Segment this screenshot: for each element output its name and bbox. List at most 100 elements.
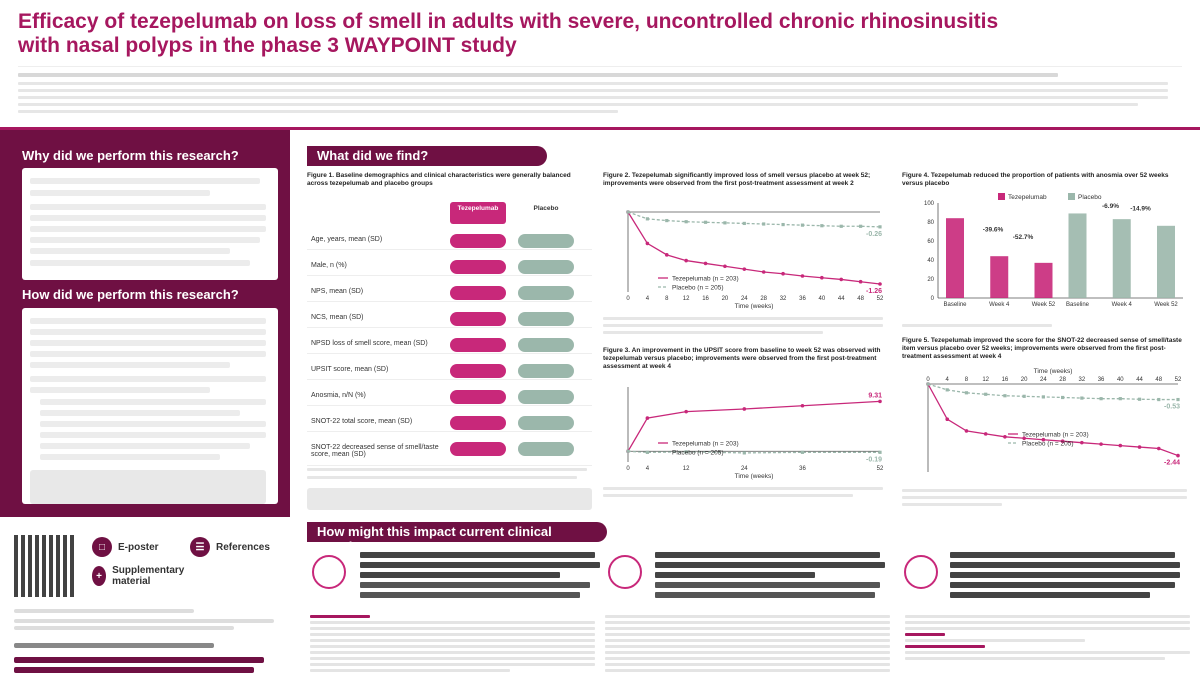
congress-line: [14, 667, 254, 673]
bar: [1157, 225, 1175, 298]
data-point: [1157, 397, 1161, 402]
text-line: [30, 351, 266, 357]
x-tick-label: Week 52: [1154, 302, 1178, 308]
data-point: [1099, 442, 1103, 446]
x-tick-label: 12: [683, 466, 690, 472]
legend-label: Placebo (n = 205): [672, 285, 724, 292]
reduction-label: -6.9%: [1102, 203, 1119, 210]
placebo-value: [518, 260, 574, 274]
data-point: [1118, 443, 1123, 448]
x-tick-label: Week 52: [1032, 302, 1056, 308]
impact-1: [360, 552, 605, 598]
fig2-caption: Figure 2. Tezepelumab significantly impr…: [603, 172, 871, 187]
congress-line: [14, 657, 264, 663]
table-row-label: NPS, mean (SD): [311, 288, 364, 295]
data-point: [800, 274, 805, 278]
data-point: [1041, 395, 1045, 399]
table-row-label: UPSIT score, mean (SD): [311, 366, 389, 373]
fig4-chart: 0 20 40 60 80 100 Baseline Week 4 Week 52 Tezepel…: [924, 193, 1183, 308]
data-point: [684, 258, 688, 263]
x-axis-label: Time (weeks): [735, 473, 774, 480]
x-tick-label: Week 4: [1112, 302, 1133, 308]
taste-icon: [608, 555, 642, 589]
table-row-label: SNOT-22 decreased sense of smell/taste s…: [311, 444, 439, 458]
header-divider: [0, 127, 1200, 130]
data-point: [1041, 437, 1046, 442]
fig5-caption: Figure 5. Tezepelumab improved the score…: [902, 337, 1182, 360]
text-line: [40, 421, 266, 427]
x-tick-label: 36: [799, 466, 806, 472]
placebo-value: [518, 338, 574, 352]
text-line: [30, 190, 210, 196]
tezepelumab-value: [450, 390, 506, 404]
x-tick-label: 28: [760, 296, 767, 302]
end-value-label: -0.19: [866, 456, 882, 463]
data-point: [1080, 440, 1084, 445]
table-row-label: SNOT-22 total score, mean (SD): [311, 418, 413, 425]
data-point: [664, 253, 669, 257]
footnote-line: [603, 331, 823, 334]
y-tick-label: 80: [927, 220, 934, 226]
data-point: [684, 450, 688, 454]
supplementary-note: [30, 470, 266, 504]
supplementary-link[interactable]: + Supplementary material: [92, 565, 192, 587]
data-point: [839, 277, 844, 282]
disclosures-block: [605, 615, 890, 675]
table-row: SNOT-22 total score, mean (SD): [307, 414, 592, 432]
legend-label: Placebo (n = 205): [672, 450, 724, 457]
x-tick-label: 28: [1059, 377, 1066, 383]
data-point: [945, 388, 949, 392]
end-value-label: -0.53: [1164, 404, 1180, 411]
references-link[interactable]: ☰ References: [190, 537, 270, 557]
resources-area: □ E-poster ☰ References + Supplementary …: [0, 517, 290, 675]
table-s1-note: [307, 488, 592, 510]
footnote-line: [603, 487, 883, 490]
text-line: [30, 318, 266, 324]
x-tick-label: 24: [1040, 377, 1047, 383]
footnote-line: [603, 494, 853, 497]
x-tick-label: 24: [741, 296, 748, 302]
data-point: [1176, 453, 1180, 458]
data-point: [800, 450, 805, 454]
data-point: [761, 270, 766, 274]
supplementary-label: Supplementary material: [112, 565, 185, 587]
placebo-value: [518, 442, 574, 456]
impact-3: [950, 552, 1190, 598]
data-point: [703, 220, 708, 224]
data-point: [1176, 397, 1180, 402]
data-point: [1137, 445, 1142, 449]
legend-label: Tezepelumab (n = 203): [672, 441, 739, 448]
x-tick-label: 8: [665, 296, 669, 302]
references-icon: ☰: [190, 537, 210, 557]
text-line: [40, 454, 220, 460]
bar: [946, 218, 964, 298]
x-tick-label: 0: [926, 377, 930, 383]
data-point: [1003, 435, 1007, 439]
end-value-label: -1.26: [866, 288, 882, 295]
why-heading: Why did we perform this research?: [22, 148, 239, 163]
table-row: NPS, mean (SD): [307, 284, 592, 302]
x-tick-label: 52: [877, 466, 884, 472]
data-point: [684, 220, 688, 224]
references-label: References: [216, 541, 270, 553]
findings-icon: [904, 555, 938, 589]
find-heading: What did we find?: [307, 146, 547, 166]
placebo-value: [518, 312, 574, 326]
placebo-value: [518, 364, 574, 378]
series-line: [627, 450, 881, 454]
text-line: [30, 387, 210, 393]
qr-code[interactable]: [14, 535, 76, 597]
text-line: [30, 260, 250, 266]
x-tick-label: 12: [982, 377, 989, 383]
placebo-value: [518, 416, 574, 430]
eposter-link[interactable]: □ E-poster: [92, 537, 159, 557]
data-point: [800, 403, 805, 408]
footnote-line: [307, 468, 587, 471]
poster-title: Efficacy of tezepelumab on loss of smell…: [18, 10, 999, 57]
impact-2: [655, 552, 895, 598]
x-tick-label: 20: [1021, 377, 1028, 383]
data-point: [839, 224, 843, 228]
text-line: [40, 410, 240, 416]
x-tick-label: 48: [857, 296, 864, 302]
data-point: [878, 225, 882, 229]
